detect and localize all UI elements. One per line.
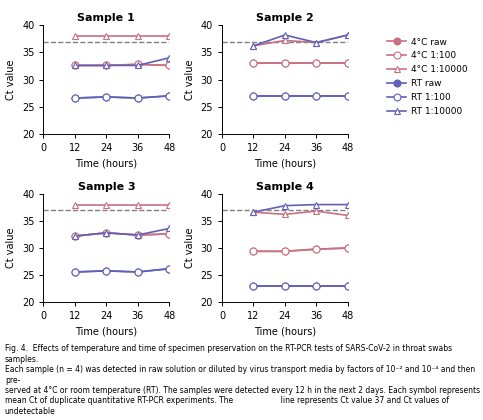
X-axis label: Time (hours): Time (hours) <box>75 158 137 168</box>
X-axis label: Time (hours): Time (hours) <box>254 158 316 168</box>
X-axis label: Time (hours): Time (hours) <box>75 327 137 337</box>
Y-axis label: Ct value: Ct value <box>185 59 195 100</box>
Y-axis label: Ct value: Ct value <box>6 59 16 100</box>
Title: Sample 3: Sample 3 <box>78 181 135 192</box>
Y-axis label: Ct value: Ct value <box>185 228 195 268</box>
Y-axis label: Ct value: Ct value <box>6 228 16 268</box>
Title: Sample 4: Sample 4 <box>256 181 314 192</box>
Title: Sample 2: Sample 2 <box>256 13 314 23</box>
Legend: 4°C raw, 4°C 1:100, 4°C 1:10000, RT raw, RT 1:100, RT 1:10000: 4°C raw, 4°C 1:100, 4°C 1:10000, RT raw,… <box>383 34 471 120</box>
Text: Fig. 4.  Effects of temperature and time of specimen preservation on the RT-PCR : Fig. 4. Effects of temperature and time … <box>5 344 480 416</box>
Title: Sample 1: Sample 1 <box>77 13 135 23</box>
X-axis label: Time (hours): Time (hours) <box>254 327 316 337</box>
